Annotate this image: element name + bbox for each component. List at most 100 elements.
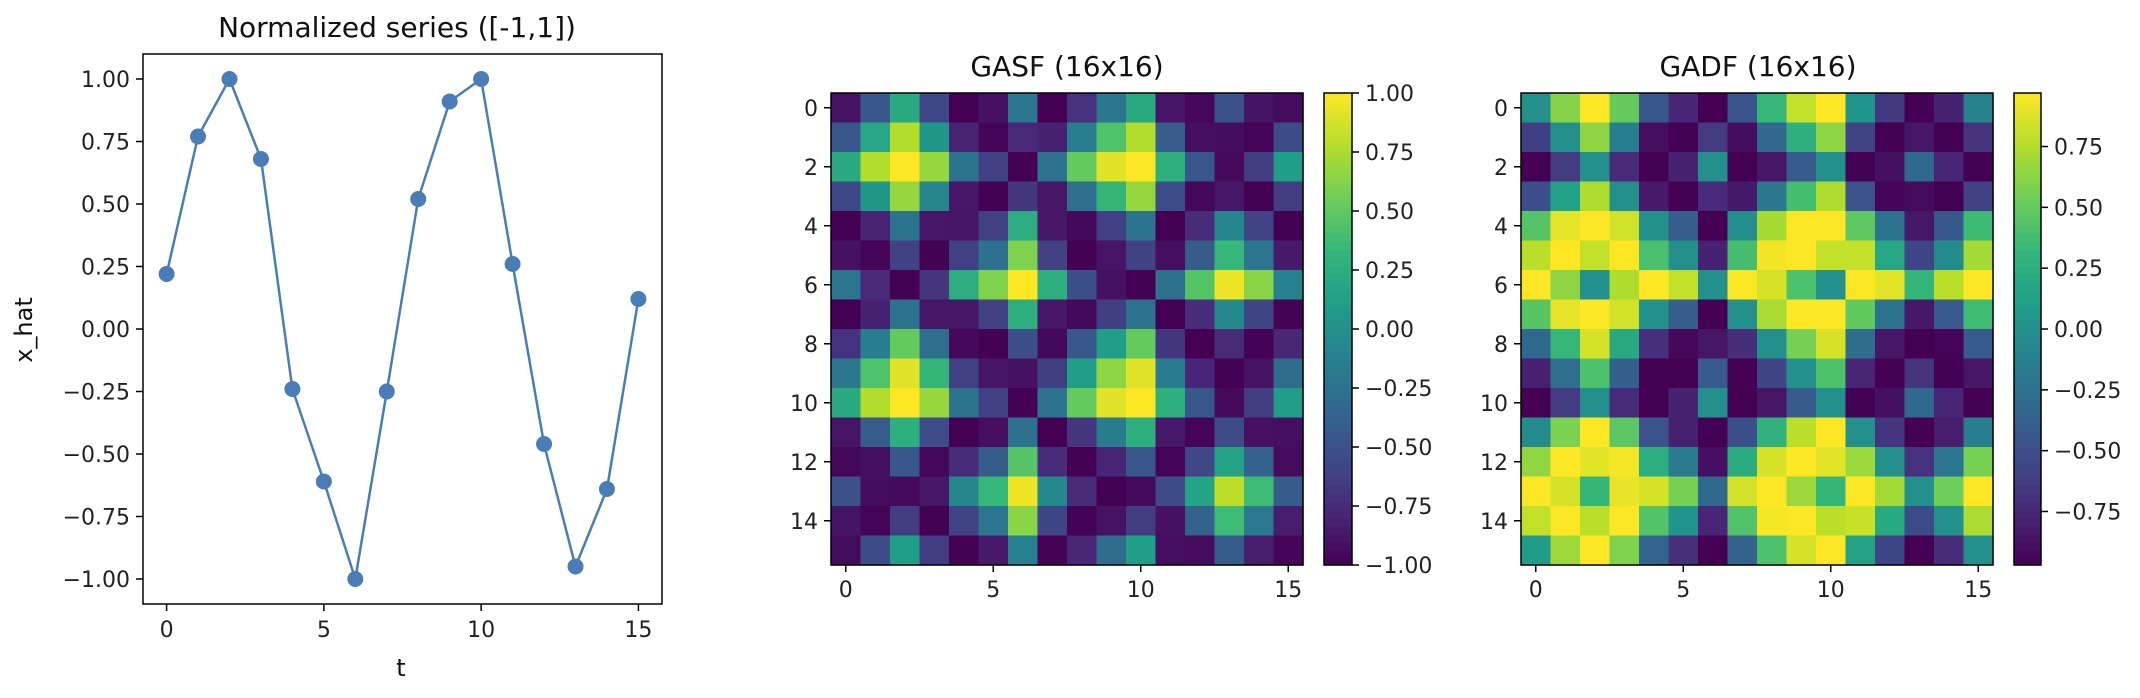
gasf-cell <box>1096 299 1127 330</box>
gadf-cell <box>1875 152 1906 183</box>
gadf-cell <box>1934 506 1965 537</box>
gasf-colorbar-segment <box>1324 557 1352 566</box>
gadf-y-tick-label: 8 <box>1494 333 1508 358</box>
gasf-cell <box>1155 122 1186 153</box>
gasf-cell <box>949 152 980 183</box>
gadf-x-tick-label: 0 <box>1529 578 1543 603</box>
gadf-cell <box>1521 447 1552 478</box>
gasf-colorbar-segment <box>1324 203 1352 212</box>
gasf-cell <box>1244 535 1275 566</box>
gadf-cell <box>1609 388 1640 419</box>
gadf-colorbar-segment <box>2014 266 2041 275</box>
gasf-cell <box>1067 329 1098 360</box>
gadf-colorbar-segment <box>2014 360 2041 369</box>
gasf-colorbar-segment <box>1324 313 1352 322</box>
gadf-colorbar-segment <box>2014 494 2041 503</box>
gadf-colorbar-segment <box>2014 454 2041 464</box>
gasf-cell <box>831 417 862 448</box>
gadf-colorbar-segment <box>2014 329 2041 338</box>
gasf-y-tick-label: 6 <box>804 274 818 299</box>
gasf-cell <box>1273 476 1304 507</box>
gadf-cell <box>1875 506 1906 537</box>
gasf-cell <box>1008 270 1039 301</box>
gadf-cell <box>1904 299 1935 330</box>
gadf-cell <box>1521 476 1552 507</box>
gadf-cell <box>1786 93 1817 124</box>
gasf-cell <box>890 329 921 360</box>
gasf-colorbar-segment <box>1324 384 1352 393</box>
gasf-colorbar-segment <box>1324 132 1352 141</box>
gadf-cell <box>1668 358 1699 389</box>
gadf-cell <box>1963 299 1994 330</box>
gasf-cell <box>1126 476 1157 507</box>
gadf-colorbar-segment <box>2014 384 2041 393</box>
gadf-cell <box>1904 93 1935 124</box>
data-point <box>598 481 615 497</box>
gasf-cell <box>1185 535 1216 566</box>
gadf-cell <box>1786 211 1817 242</box>
gadf-cell <box>1904 240 1935 271</box>
gadf-cell <box>1934 211 1965 242</box>
gadf-cell <box>1668 240 1699 271</box>
gasf-cell <box>1273 329 1304 360</box>
gasf-x-tick-label: 5 <box>986 578 1000 603</box>
gasf-cell <box>860 299 891 330</box>
gadf-cell <box>1757 211 1788 242</box>
gasf-cell <box>1126 270 1157 301</box>
gasf-cell <box>1008 506 1039 537</box>
gadf-cell <box>1639 506 1670 537</box>
gasf-cell <box>890 211 921 242</box>
gasf-colorbar-tick-label: −0.25 <box>1365 377 1432 402</box>
gasf-colorbar-segment <box>1324 289 1352 299</box>
gasf-cell <box>1155 152 1186 183</box>
gadf-cell <box>1934 152 1965 183</box>
gadf-cell <box>1698 240 1729 271</box>
data-point <box>284 381 301 397</box>
gadf-cell <box>1521 93 1552 124</box>
gasf-colorbar-segment <box>1324 226 1352 236</box>
gasf-cell <box>1008 240 1039 271</box>
gadf-colorbar-tick-label: −0.75 <box>2054 500 2121 525</box>
gadf-cell <box>1845 388 1876 419</box>
gasf-cell <box>1037 240 1068 271</box>
gadf-cell <box>1845 181 1876 212</box>
gadf-colorbar-segment <box>2014 140 2041 149</box>
gadf-cell <box>1963 329 1994 360</box>
gadf-colorbar-segment <box>2014 93 2041 102</box>
gadf-cell <box>1757 447 1788 478</box>
gadf-cell <box>1698 329 1729 360</box>
gadf-cell <box>1786 506 1817 537</box>
gadf-cell <box>1786 535 1817 566</box>
gasf-y-tick-label: 8 <box>804 333 818 358</box>
gasf-cell <box>1155 535 1186 566</box>
gadf-colorbar-segment <box>2014 439 2041 448</box>
gasf-cell <box>1214 299 1245 330</box>
gasf-colorbar-segment <box>1324 211 1352 220</box>
gadf-cell <box>1963 476 1994 507</box>
gadf-cell <box>1875 181 1906 212</box>
gasf-cell <box>1008 476 1039 507</box>
gadf-colorbar-segment <box>2014 273 2041 283</box>
gasf-colorbar-tick-label: 1.00 <box>1365 82 1414 107</box>
gasf-cell <box>1214 358 1245 389</box>
gasf-cell <box>1244 388 1275 419</box>
data-point <box>504 256 521 272</box>
gasf-cell <box>978 270 1009 301</box>
gadf-cell <box>1875 329 1906 360</box>
gadf-colorbar-segment <box>2014 148 2041 157</box>
gadf-cell <box>1521 270 1552 301</box>
gasf-cell <box>919 181 950 212</box>
gasf-colorbar-segment <box>1324 525 1352 535</box>
gadf-colorbar-segment <box>2014 321 2041 330</box>
y-tick-label: 1.00 <box>81 68 130 93</box>
y-tick-label: −1.00 <box>63 568 130 593</box>
gasf-cell <box>1244 358 1275 389</box>
gadf-cell <box>1639 270 1670 301</box>
gadf-cell <box>1639 447 1670 478</box>
gasf-cell <box>1155 211 1186 242</box>
gasf-cell <box>1126 299 1157 330</box>
gasf-colorbar-segment <box>1324 376 1352 385</box>
gadf-cell <box>1521 152 1552 183</box>
gadf-y-tick-label: 0 <box>1494 97 1508 122</box>
gadf-colorbar-segment <box>2014 549 2041 558</box>
